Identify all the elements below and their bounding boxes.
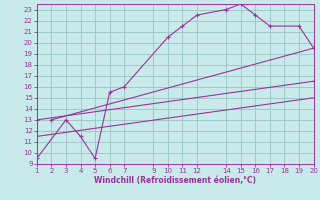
X-axis label: Windchill (Refroidissement éolien,°C): Windchill (Refroidissement éolien,°C) — [94, 176, 256, 185]
